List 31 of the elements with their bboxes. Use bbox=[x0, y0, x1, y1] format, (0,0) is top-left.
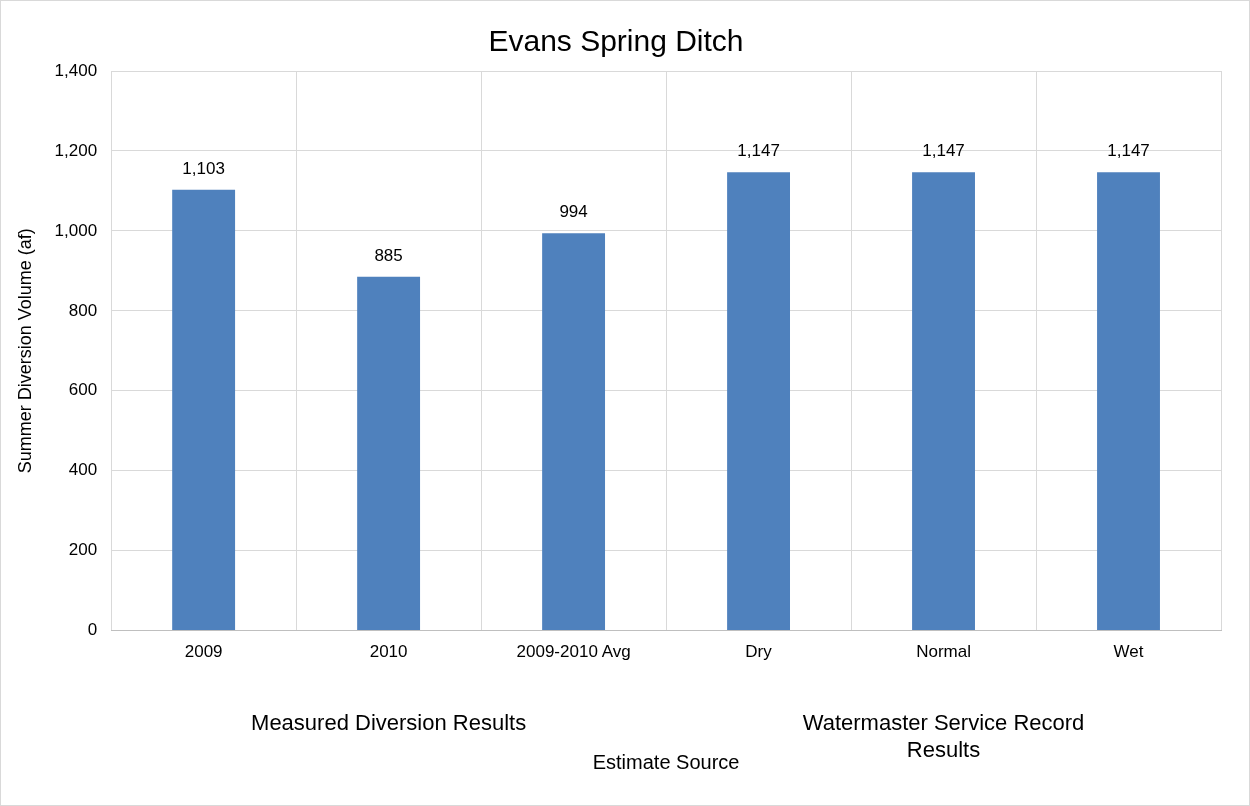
x-tick-label: 2009-2010 Avg bbox=[516, 642, 631, 662]
x-tick-label: Wet bbox=[1113, 642, 1144, 662]
y-tick-label: 1,400 bbox=[54, 60, 98, 80]
x-tick-label: 2009 bbox=[184, 642, 223, 662]
y-axis-title: Summer Diversion Volume (af) bbox=[14, 228, 35, 474]
bar bbox=[912, 172, 975, 631]
x-tick-label: 2010 bbox=[369, 642, 408, 662]
bar bbox=[1097, 172, 1160, 631]
text: Watermaster Service Record Results bbox=[802, 710, 1085, 763]
bar bbox=[357, 276, 421, 631]
x-tick-label: Normal bbox=[916, 642, 971, 662]
x-axis-title: Estimate Source bbox=[592, 750, 740, 773]
data-label: 1,147 bbox=[922, 141, 965, 161]
bar bbox=[727, 172, 791, 631]
y-tick-label: 600 bbox=[68, 380, 98, 400]
x-tick-label: Dry bbox=[745, 642, 773, 662]
data-label: 1,103 bbox=[182, 158, 225, 178]
data-label: 994 bbox=[559, 202, 588, 222]
y-tick-label: 1,000 bbox=[54, 220, 98, 240]
y-tick-label: 800 bbox=[68, 300, 98, 320]
data-label: 885 bbox=[374, 246, 403, 266]
bar bbox=[172, 189, 236, 631]
data-label: 1,147 bbox=[1107, 141, 1150, 161]
y-tick-label: 200 bbox=[68, 540, 98, 560]
y-tick-label: 0 bbox=[87, 620, 98, 640]
y-tick-label: 1,200 bbox=[54, 140, 98, 160]
bar bbox=[542, 233, 606, 631]
text: Measured Diversion Results bbox=[251, 710, 527, 736]
chart-title: Evans Spring Ditch bbox=[488, 24, 744, 58]
data-label: 1,147 bbox=[737, 141, 780, 161]
y-tick-label: 400 bbox=[68, 460, 98, 480]
